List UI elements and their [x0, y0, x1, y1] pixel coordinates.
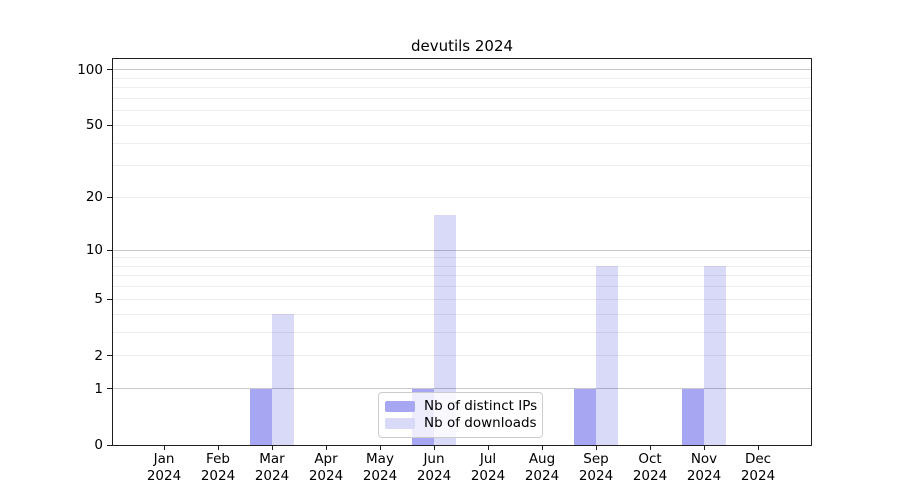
gridline-30	[113, 165, 811, 167]
x-tick-label-may: May 2024	[362, 451, 398, 484]
chart-title: devutils 2024	[410, 37, 514, 55]
gridline-70	[113, 97, 811, 99]
x-tick-label-sep: Sep 2024	[578, 451, 614, 484]
legend-label-distinct-ips: Nb of distinct IPs	[424, 398, 538, 414]
x-tick-mar	[271, 446, 273, 450]
gridline-50	[113, 124, 811, 126]
x-tick-label-nov: Nov 2024	[686, 451, 722, 484]
x-tick-jul	[487, 446, 489, 450]
gridline-100	[113, 69, 811, 71]
x-tick-label-apr: Apr 2024	[308, 451, 344, 484]
legend-swatch-downloads	[385, 418, 415, 429]
y-tick-label-50: 50	[85, 117, 103, 134]
bar-sep-ips	[574, 388, 596, 445]
y-tick-20	[107, 196, 112, 198]
x-tick-dec	[757, 446, 759, 450]
y-tick-label-0: 0	[94, 437, 103, 453]
y-tick-1	[107, 388, 112, 390]
y-tick-label-100: 100	[77, 61, 103, 78]
bar-sep-downloads	[596, 266, 618, 445]
x-tick-feb	[217, 446, 219, 450]
gridline-1	[113, 388, 811, 390]
bar-jun-downloads	[434, 214, 456, 445]
x-tick-jun	[433, 446, 435, 450]
x-tick-nov	[703, 446, 705, 450]
gridline-8	[113, 265, 811, 267]
y-tick-100	[107, 69, 112, 71]
y-tick-5	[107, 298, 112, 300]
bar-nov-downloads	[704, 266, 726, 445]
y-tick-label-20: 20	[85, 189, 103, 206]
bars-layer	[113, 59, 811, 445]
x-tick-label-jul: Jul 2024	[470, 451, 506, 484]
y-tick-label-1: 1	[94, 380, 103, 397]
bar-mar-downloads	[272, 314, 294, 445]
y-tick-label-2: 2	[94, 347, 103, 364]
x-tick-jan	[163, 446, 165, 450]
x-tick-label-aug: Aug 2024	[524, 451, 560, 484]
y-tick-10	[107, 249, 112, 251]
y-tick-2	[107, 355, 112, 357]
legend-item-distinct-ips: Nb of distinct IPs	[385, 398, 538, 415]
grid-layer	[113, 59, 811, 445]
gridline-5	[113, 298, 811, 300]
x-tick-oct	[649, 446, 651, 450]
gridline-40	[113, 142, 811, 144]
x-tick-label-mar: Mar 2024	[254, 451, 290, 484]
x-tick-may	[379, 446, 381, 450]
gridline-80	[113, 87, 811, 89]
gridline-10	[113, 249, 811, 251]
x-tick-label-oct: Oct 2024	[632, 451, 668, 484]
x-tick-apr	[325, 446, 327, 450]
gridline-4	[113, 313, 811, 315]
x-tick-sep	[595, 446, 597, 450]
gridline-2	[113, 355, 811, 357]
y-tick-50	[107, 124, 112, 126]
plot-area: Nb of distinct IPs Nb of downloads	[112, 58, 812, 446]
bar-nov-ips	[682, 388, 704, 445]
y-tick-label-10: 10	[85, 242, 103, 259]
gridline-7	[113, 275, 811, 277]
gridline-9	[113, 257, 811, 259]
gridline-90	[113, 77, 811, 79]
x-tick-label-dec: Dec 2024	[740, 451, 776, 484]
legend-swatch-distinct-ips	[385, 401, 415, 412]
x-tick-label-jun: Jun 2024	[416, 451, 452, 484]
x-tick-aug	[541, 446, 543, 450]
x-tick-label-feb: Feb 2024	[200, 451, 236, 484]
legend-label-downloads: Nb of downloads	[424, 415, 537, 431]
gridline-20	[113, 196, 811, 198]
gridline-60	[113, 110, 811, 112]
legend: Nb of distinct IPs Nb of downloads	[378, 392, 543, 438]
y-tick-label-5: 5	[94, 291, 103, 308]
x-tick-label-jan: Jan 2024	[146, 451, 182, 484]
gridline-6	[113, 286, 811, 288]
legend-item-downloads: Nb of downloads	[385, 415, 537, 432]
bar-mar-ips	[250, 388, 272, 445]
gridline-3	[113, 331, 811, 333]
y-tick-0	[107, 444, 112, 446]
